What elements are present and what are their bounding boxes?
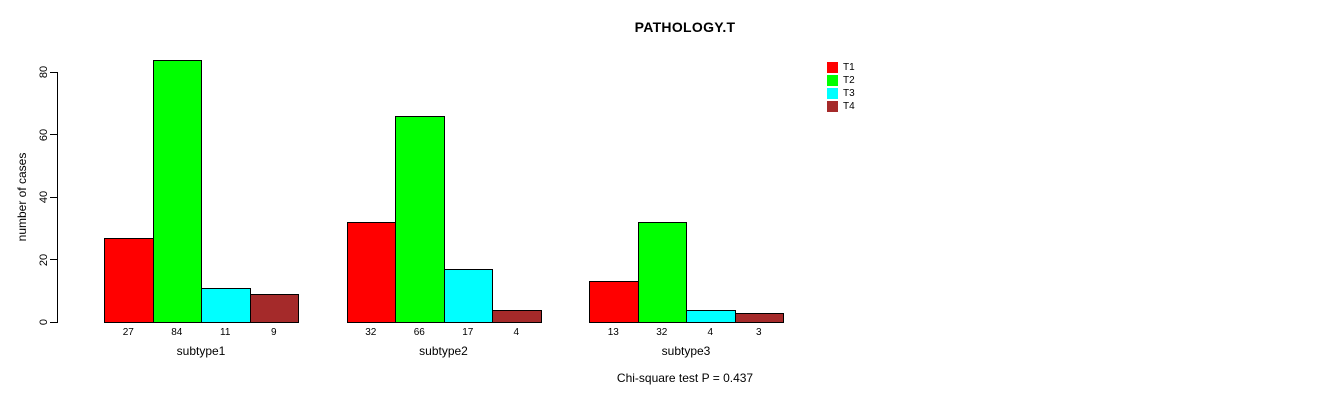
legend-swatch-t1: [827, 62, 838, 73]
bar-value-label: 11: [220, 327, 231, 338]
y-axis-tick: [50, 259, 57, 260]
bar-t3-subtype2: [443, 268, 493, 323]
y-tick-label: 20: [38, 253, 50, 266]
bar-value-label: 13: [607, 327, 619, 338]
legend-swatch-t3: [827, 88, 838, 99]
bar-value-label: 84: [171, 327, 183, 338]
y-axis-label: number of cases: [15, 152, 29, 242]
legend-item-t3: T3: [827, 87, 855, 100]
chi-square-annotation: Chi-square test P = 0.437: [616, 371, 754, 385]
bar-t4-subtype2: [492, 309, 542, 323]
bar-value-label: 9: [270, 327, 277, 338]
category-label: subtype1: [176, 344, 226, 358]
legend-swatch-t4: [827, 101, 838, 112]
bar-t2-subtype1: [152, 59, 202, 323]
legend-item-t2: T2: [827, 74, 855, 87]
bar-t4-subtype3: [734, 312, 784, 323]
bar-t4-subtype1: [249, 293, 299, 323]
bar-t1-subtype3: [589, 281, 639, 323]
chart-title: PATHOLOGY.T: [634, 19, 736, 35]
bar-value-label: 27: [122, 327, 134, 338]
y-axis-tick: [50, 134, 57, 135]
legend-swatch-t2: [827, 75, 838, 86]
legend: T1 T2 T3 T4: [827, 61, 855, 113]
bar-value-label: 32: [365, 327, 377, 338]
legend-item-label: T3: [843, 88, 855, 99]
bar-t2-subtype3: [637, 222, 687, 323]
legend-item-label: T4: [843, 101, 855, 112]
y-tick-label: 0: [38, 318, 50, 326]
y-tick-label: 60: [38, 128, 50, 141]
bar-value-label: 66: [413, 327, 425, 338]
legend-item-label: T1: [843, 62, 855, 73]
y-tick-label: 80: [38, 65, 50, 79]
bar-value-label: 3: [755, 327, 762, 338]
y-axis-tick: [50, 321, 57, 323]
legend-item-t1: T1: [827, 61, 855, 74]
legend-item-t4: T4: [827, 100, 855, 113]
y-axis-line: [57, 72, 58, 323]
y-tick-label: 40: [38, 190, 50, 204]
bar-value-label: 4: [707, 327, 714, 338]
bar-value-label: 32: [656, 327, 668, 338]
bar-t3-subtype1: [201, 287, 251, 323]
bar-value-label: 17: [462, 327, 474, 338]
y-axis-tick: [50, 71, 57, 73]
bar-t3-subtype3: [686, 309, 736, 323]
legend-item-label: T2: [843, 75, 855, 86]
bar-value-label: 4: [513, 327, 520, 338]
category-label: subtype2: [419, 344, 468, 358]
y-axis-tick: [50, 196, 57, 198]
bar-t2-subtype2: [395, 115, 445, 323]
bar-t1-subtype1: [104, 237, 154, 323]
category-label: subtype3: [661, 344, 711, 358]
bar-t1-subtype2: [346, 222, 396, 323]
